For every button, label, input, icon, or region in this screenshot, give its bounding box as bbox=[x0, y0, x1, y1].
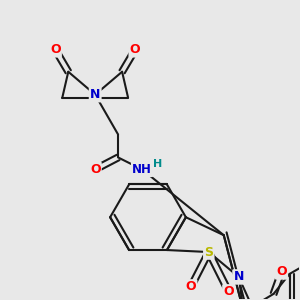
Text: O: O bbox=[50, 43, 61, 56]
Text: N: N bbox=[90, 88, 101, 101]
Text: NH: NH bbox=[132, 163, 152, 176]
Text: N: N bbox=[233, 270, 244, 284]
Text: O: O bbox=[276, 266, 287, 278]
Text: O: O bbox=[90, 163, 101, 176]
Text: H: H bbox=[153, 159, 163, 170]
Text: S: S bbox=[204, 245, 213, 259]
Text: O: O bbox=[130, 43, 140, 56]
Text: O: O bbox=[185, 280, 196, 293]
Text: O: O bbox=[224, 285, 234, 298]
